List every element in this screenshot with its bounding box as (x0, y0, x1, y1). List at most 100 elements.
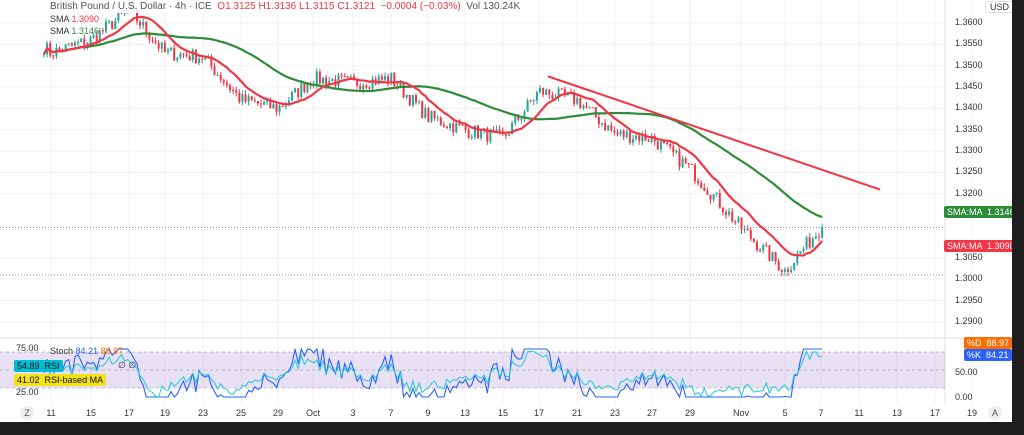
candle-body (508, 134, 510, 136)
candle-body (712, 194, 715, 200)
price-chart[interactable] (0, 0, 1012, 422)
chart-frame[interactable]: British Pound / U.S. Dollar · 4h · ICE O… (0, 0, 1012, 422)
candle-body (542, 88, 545, 95)
candle-body (170, 47, 173, 50)
candle-body (752, 239, 755, 242)
candle-body (523, 111, 526, 119)
candle-body (737, 217, 740, 222)
candle-body (610, 125, 613, 131)
candle-body (697, 180, 700, 184)
candle-body (675, 150, 678, 153)
candle-body (731, 211, 734, 222)
price-tick: 1.2900 (955, 315, 983, 326)
candle-body (765, 244, 768, 246)
candle-body (656, 141, 659, 150)
candle-body (743, 228, 746, 230)
candle-body (232, 90, 235, 92)
legend-sma-slow[interactable]: SMA 1.3146 (50, 26, 99, 36)
candle-body (579, 97, 582, 109)
candle-body (222, 80, 225, 83)
time-tick: Oct (305, 408, 320, 418)
candle-body (641, 133, 644, 142)
stoch-k-line (43, 347, 823, 399)
candle-body (359, 85, 362, 90)
time-tick: 17 (929, 408, 940, 418)
zoom-button[interactable]: Z (20, 406, 34, 420)
time-tick: 23 (197, 408, 208, 418)
candle-body (142, 21, 145, 26)
ohlc-values: O1.3125 H1.3136 L1.3115 C1.3121 (217, 1, 376, 12)
candle-body (353, 76, 355, 79)
auto-scale-button[interactable]: A (988, 406, 1002, 420)
candle-body (114, 20, 117, 30)
legend-stoch[interactable]: Stoch 84.21 88.97 (50, 346, 123, 356)
candle-body (157, 42, 160, 49)
candle-body (690, 163, 693, 165)
candle-body (260, 103, 262, 105)
legend-sma-fast[interactable]: SMA 1.3090 (50, 14, 99, 24)
candle-body (446, 126, 448, 128)
candle-body (573, 92, 576, 104)
candle-body (557, 88, 560, 98)
candle-body (427, 108, 430, 122)
candle-body (548, 89, 551, 95)
candle-body (408, 94, 411, 106)
candle-body (607, 125, 610, 131)
stoch-d-value: 88.97 (100, 346, 124, 356)
candle-body (256, 101, 259, 104)
candle-body (430, 111, 433, 122)
candle-body (749, 230, 752, 240)
candle-body (244, 94, 247, 102)
candle-body (300, 83, 303, 97)
candle-body (219, 74, 222, 81)
candle-body (108, 21, 111, 23)
price-tick: 1.3550 (955, 38, 983, 49)
candle-body (780, 270, 783, 272)
candle-body (67, 43, 70, 45)
candle-body (89, 37, 92, 44)
candle-body (734, 221, 737, 223)
tag-label: %D (967, 338, 982, 348)
candle-body (201, 58, 204, 60)
candle-body (694, 164, 696, 181)
candle-body (647, 140, 650, 142)
candle-body (176, 57, 179, 61)
candle-body (216, 74, 219, 76)
symbol-title: British Pound / U.S. Dollar · 4h · ICE (50, 1, 212, 12)
currency-button[interactable]: USD (985, 1, 1012, 13)
rsi-value: 54.89 (17, 361, 40, 371)
indicator-tag: %D 88.97 (964, 337, 1012, 349)
candle-body (362, 85, 365, 90)
candle-body (588, 107, 591, 109)
tag-value: 88.97 (986, 338, 1010, 348)
candle-body (281, 105, 284, 107)
time-tick: Nov (733, 408, 750, 418)
candle-body (415, 95, 417, 103)
candle-body (185, 54, 188, 57)
candle-body (756, 241, 758, 251)
rsi-ma-label: RSI-based MA (44, 375, 104, 385)
candle-body (151, 39, 154, 42)
candle-body (495, 129, 498, 131)
time-tick: 13 (891, 408, 902, 418)
price-tick: 1.2950 (955, 294, 983, 305)
sma-slow-line (43, 32, 823, 219)
time-tick: 15 (497, 408, 508, 418)
candle-body (709, 194, 712, 200)
candle-body (346, 76, 349, 78)
candle-body (486, 128, 489, 142)
time-tick: 29 (684, 408, 695, 418)
candle-body (291, 92, 293, 101)
candle-body (470, 137, 473, 139)
candle-body (294, 88, 297, 93)
candle-body (635, 135, 638, 140)
candle-body (179, 53, 182, 58)
candle-body (659, 141, 662, 150)
candle-body (105, 21, 107, 32)
candle-body (322, 77, 324, 84)
time-tick: 29 (272, 408, 283, 418)
time-tick: 17 (533, 408, 544, 418)
sma-fast-line (43, 15, 823, 257)
candle-body (241, 94, 244, 102)
candle-body (306, 84, 309, 93)
